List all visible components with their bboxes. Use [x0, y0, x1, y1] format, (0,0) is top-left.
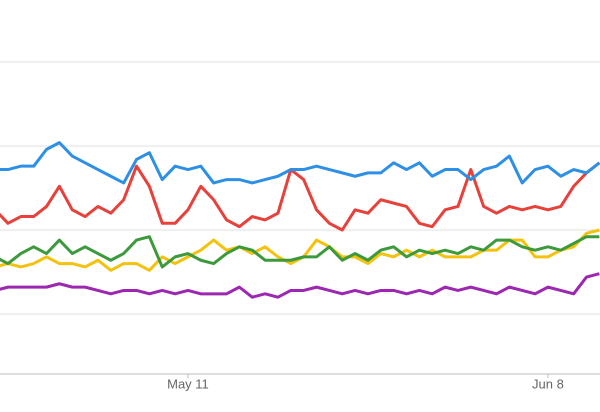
x-tick-label: May 11 [167, 376, 209, 391]
series-line [0, 228, 600, 272]
x-tick-label: Jun 8 [532, 376, 564, 391]
series-line [0, 272, 600, 299]
series-line [0, 161, 600, 232]
series-line [0, 141, 600, 185]
series-line [0, 235, 600, 269]
